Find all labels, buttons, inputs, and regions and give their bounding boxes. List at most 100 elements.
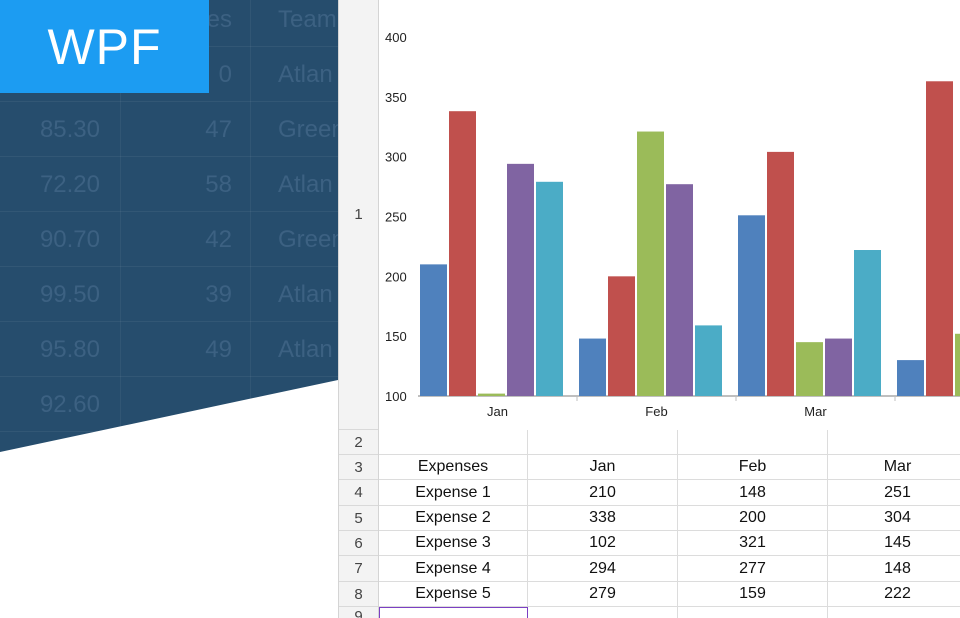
background-table-cell: Green [278, 116, 338, 143]
table-cell[interactable]: 294 [528, 556, 678, 582]
background-table-row: 90.70 42 Green [0, 212, 338, 267]
bar-a-series-1[interactable] [897, 360, 924, 396]
table-header-cell[interactable]: Expenses [379, 455, 528, 480]
table-cell[interactable]: 277 [678, 556, 828, 582]
row-header-5[interactable]: 5 [339, 506, 378, 531]
background-table-row: 95.80 49 Atlan [0, 322, 338, 377]
x-tick-label: Feb [645, 404, 667, 419]
row-header-9[interactable]: 9 [339, 607, 378, 618]
y-tick-label: 250 [385, 210, 407, 225]
table-cell[interactable]: 102 [528, 531, 678, 556]
background-table-cell: Atlan [278, 336, 333, 363]
embedded-chart[interactable]: 100150200250300350400JanFebMarA [379, 0, 960, 430]
background-table-cell: Team [278, 6, 337, 33]
row-header-7[interactable]: 7 [339, 556, 378, 582]
table-cell[interactable]: 145 [828, 531, 960, 556]
empty-cell[interactable] [528, 430, 678, 455]
background-table-cell: 42 [205, 226, 232, 253]
row-header-6[interactable]: 6 [339, 531, 378, 556]
bar-feb-series-1[interactable] [579, 338, 606, 396]
table-cell[interactable]: 210 [528, 480, 678, 506]
background-table-divider [250, 0, 251, 452]
background-table-cell: Atlan [278, 281, 333, 308]
table-cell[interactable]: 159 [678, 582, 828, 607]
bar-mar-series-2[interactable] [767, 151, 794, 396]
background-table-row: 92.60 [0, 377, 338, 432]
bar-jan-series-4[interactable] [507, 163, 534, 396]
wpf-badge: WPF [0, 0, 209, 93]
bar-mar-series-3[interactable] [796, 342, 823, 396]
bar-feb-series-5[interactable] [695, 325, 722, 396]
background-table-row: 72.20 58 Atlan [0, 157, 338, 212]
background-table-cell: 39 [205, 281, 232, 308]
table-cell[interactable]: Expense 4 [379, 556, 528, 582]
row-header-2[interactable]: 2 [339, 430, 378, 455]
table-cell[interactable]: 148 [678, 480, 828, 506]
table-header-cell[interactable]: Jan [528, 455, 678, 480]
y-tick-label: 150 [385, 329, 407, 344]
background-table-row: 85.30 47 Green [0, 102, 338, 157]
background-table-cell: Atlan [278, 171, 333, 198]
y-tick-label: 350 [385, 90, 407, 105]
row-header-3[interactable]: 3 [339, 455, 378, 480]
bar-a-series-2[interactable] [926, 81, 953, 396]
bar-jan-series-1[interactable] [420, 264, 447, 396]
table-cell[interactable]: 304 [828, 506, 960, 531]
background-table-cell: 99.50 [39, 281, 100, 308]
y-tick-label: 400 [385, 30, 407, 45]
row-header-4[interactable]: 4 [339, 480, 378, 506]
bar-feb-series-2[interactable] [608, 276, 635, 396]
bar-mar-series-1[interactable] [738, 215, 765, 396]
bar-jan-series-5[interactable] [536, 181, 563, 396]
bar-jan-series-3[interactable] [478, 393, 505, 396]
background-table-cell: 47 [205, 116, 232, 143]
table-cell[interactable]: 279 [528, 582, 678, 607]
empty-cell[interactable] [828, 607, 960, 618]
background-table-cell: 92.60 [39, 391, 100, 418]
chart-svg: 100150200250300350400JanFebMarA [385, 30, 960, 419]
x-tick-label: Jan [487, 404, 508, 419]
table-header-cell[interactable]: Feb [678, 455, 828, 480]
table-cell[interactable]: Expense 1 [379, 480, 528, 506]
y-tick-label: 300 [385, 150, 407, 165]
background-table-cell: 0 [218, 61, 232, 88]
background-table-cell: 58 [205, 171, 232, 198]
empty-cell[interactable] [678, 607, 828, 618]
bar-a-series-3[interactable] [955, 333, 960, 396]
background-table-cell: 90.70 [39, 226, 100, 253]
table-cell[interactable]: Expense 3 [379, 531, 528, 556]
bar-mar-series-5[interactable] [854, 250, 881, 396]
empty-cell[interactable] [828, 430, 960, 455]
empty-cell[interactable] [528, 607, 678, 618]
table-header-cell[interactable]: Mar [828, 455, 960, 480]
table-cell[interactable]: 200 [678, 506, 828, 531]
background-table-divider [120, 0, 121, 452]
bar-feb-series-3[interactable] [637, 131, 664, 396]
background-table-cell: 49 [205, 336, 232, 363]
table-cell[interactable]: 222 [828, 582, 960, 607]
row-header-1[interactable]: 1 [339, 0, 378, 430]
bar-mar-series-4[interactable] [825, 338, 852, 396]
cell-grid[interactable]: Expenses Jan Feb Mar Expense 1 210 148 251 Expen… [379, 430, 960, 618]
background-table-cell: Green [278, 226, 338, 253]
table-cell[interactable]: 321 [678, 531, 828, 556]
y-tick-label: 100 [385, 389, 407, 404]
empty-cell[interactable] [678, 430, 828, 455]
empty-cell[interactable] [379, 430, 528, 455]
table-cell[interactable]: Expense 2 [379, 506, 528, 531]
x-tick-label: Mar [804, 404, 827, 419]
selected-cell-outline[interactable] [379, 607, 528, 618]
table-cell[interactable]: Expense 5 [379, 582, 528, 607]
bar-jan-series-2[interactable] [449, 111, 476, 397]
background-table-cell: 95.80 [39, 336, 100, 363]
y-tick-label: 200 [385, 269, 407, 284]
background-table-cell [278, 377, 338, 432]
bar-feb-series-4[interactable] [666, 184, 693, 396]
table-cell[interactable]: 148 [828, 556, 960, 582]
table-cell[interactable]: 338 [528, 506, 678, 531]
row-header-8[interactable]: 8 [339, 582, 378, 607]
table-cell[interactable]: 251 [828, 480, 960, 506]
